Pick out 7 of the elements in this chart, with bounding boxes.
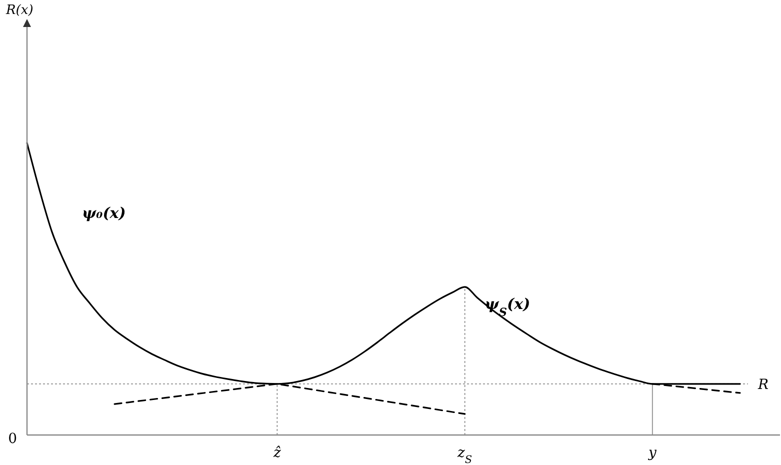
x-tick-label: z$_{S}$ <box>456 445 472 465</box>
x-tick-label: ẑ <box>272 445 282 461</box>
text: ψ₀(x) <box>82 204 126 222</box>
text: 0 <box>8 431 17 447</box>
text: R(x) <box>5 3 34 18</box>
ref-line-label: R <box>757 376 769 393</box>
x-tick-label: y <box>647 445 658 461</box>
